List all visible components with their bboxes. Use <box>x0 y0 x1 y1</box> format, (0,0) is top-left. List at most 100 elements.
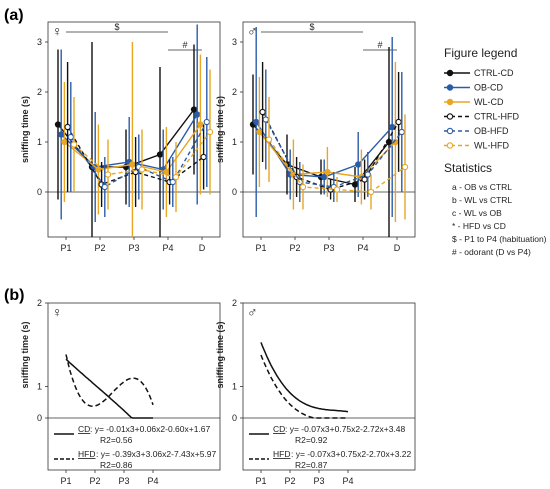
significance-symbol: # <box>182 40 187 50</box>
data-point-ctrl-hfd <box>200 153 207 161</box>
data-point-ctrl-hfd <box>64 123 71 131</box>
legend-marker-ob-hfd <box>446 127 454 135</box>
x-tick-label: D <box>199 243 206 253</box>
y-tick-label: 0 <box>232 187 237 197</box>
data-point-wl-cd <box>163 168 170 176</box>
statistics-legend: Statistics a - OB vs CTRL b - WL vs CTRL c… <box>444 161 547 257</box>
y-tick-label: 2 <box>37 298 42 308</box>
panel-label-a: (a) <box>4 7 24 24</box>
data-point-ob-hfd <box>398 128 405 136</box>
data-point-ctrl-cd <box>156 151 164 158</box>
statistics-item: $ - P1 to P4 (habituation) <box>452 234 547 244</box>
data-point-wl-cd <box>95 166 102 173</box>
data-point-ob-hfd <box>203 118 210 126</box>
legend-label-ctrl-hfd: CTRL-HFD <box>474 112 519 122</box>
equation-formula: : y= -0.07x3+0.75x2-2.72x+3.48 <box>285 424 406 434</box>
x-tick-label: D <box>394 243 401 253</box>
legend-label-ob-cd: OB-CD <box>474 83 504 93</box>
y-tick-label: 1 <box>37 382 42 392</box>
data-point-wl-cd <box>324 168 331 176</box>
data-point-ctrl-cd <box>190 106 198 113</box>
y-tick-label: 3 <box>37 37 42 47</box>
equation-r2: R2=0.56 <box>100 435 133 445</box>
x-tick-label: P1 <box>255 243 266 253</box>
data-point-wl-hfd <box>206 128 214 136</box>
plot-frame <box>47 302 221 471</box>
y-tick-label: 2 <box>232 87 237 97</box>
sex-symbol: ♀ <box>52 304 63 320</box>
equation-label: CD <box>78 424 90 434</box>
legend-label-wl-hfd: WL-HFD <box>474 141 509 151</box>
x-tick-label: P1 <box>60 243 71 253</box>
y-tick-label: 0 <box>37 413 42 423</box>
statistics-item: b - WL vs CTRL <box>452 195 512 205</box>
figure-legend: Figure legend CTRL-CD OB-CD WL-CD CTRL-HFD O… <box>444 46 519 151</box>
data-point-wl-hfd <box>401 163 409 171</box>
equation-r2: R2=0.92 <box>295 435 328 445</box>
statistics-item: a - OB vs CTRL <box>452 182 512 192</box>
x-tick-label: P3 <box>313 476 324 486</box>
legend-marker-ctrl-hfd <box>446 113 454 120</box>
data-point-wl-hfd <box>265 136 273 143</box>
data-point-ctrl-hfd <box>395 118 402 126</box>
legend-label-ob-hfd: OB-HFD <box>474 126 509 136</box>
data-point-wl-hfd <box>70 141 78 148</box>
x-tick-label: P2 <box>94 243 105 253</box>
x-tick-label: P3 <box>128 243 139 253</box>
data-point-ctrl-hfd <box>361 176 368 183</box>
x-tick-label: P4 <box>162 243 173 253</box>
series-line-ctrl-hfd <box>66 126 205 186</box>
legend-label-ctrl-cd: CTRL-CD <box>474 68 514 78</box>
x-tick-label: P4 <box>147 476 158 486</box>
y-tick-label: 0 <box>37 187 42 197</box>
data-point-ob-cd <box>194 111 201 118</box>
data-point-ob-hfd <box>169 178 176 186</box>
legend-marker-wl-hfd <box>446 142 454 149</box>
legend-title: Figure legend <box>444 46 517 60</box>
fit-curve-cd <box>260 342 349 413</box>
data-point-wl-cd <box>61 138 68 146</box>
significance-symbol: $ <box>114 22 119 32</box>
x-tick-label: P1 <box>60 476 71 486</box>
fit-curve-cd <box>65 358 153 419</box>
data-point-ob-hfd <box>364 171 371 178</box>
data-point-ob-cd <box>355 161 362 168</box>
y-tick-label: 0 <box>232 413 237 423</box>
equation-label: HFD <box>273 449 290 459</box>
x-tick-label: P2 <box>284 476 295 486</box>
y-tick-label: 2 <box>232 298 237 308</box>
data-point-wl-cd <box>197 121 204 128</box>
x-tick-label: P4 <box>357 243 368 253</box>
data-point-wl-hfd <box>299 183 307 191</box>
plot-frame <box>242 302 416 471</box>
legend-marker-wl-cd <box>446 98 454 106</box>
y-axis-label: sniffing time (s) <box>215 321 225 388</box>
significance-symbol: $ <box>309 22 314 32</box>
data-point-ob-hfd <box>101 183 108 191</box>
significance-symbol: # <box>377 40 382 50</box>
panel-label-b: (b) <box>4 287 24 304</box>
data-point-ob-hfd <box>67 133 74 141</box>
data-point-wl-hfd <box>333 186 341 193</box>
y-axis-label: sniffing time (s) <box>215 96 225 163</box>
sex-symbol: ♀ <box>52 23 63 39</box>
data-point-ob-cd <box>253 118 260 126</box>
x-tick-label: P2 <box>289 243 300 253</box>
equation-r2: R2=0.87 <box>295 460 328 470</box>
data-point-ob-cd <box>321 173 328 181</box>
x-tick-label: P2 <box>89 476 100 486</box>
statistics-item: c - WL vs OB <box>452 208 502 218</box>
y-tick-label: 1 <box>232 137 237 147</box>
data-point-ob-hfd <box>262 116 269 123</box>
legend-label-wl-cd: WL-CD <box>474 97 504 107</box>
equation-label: CD <box>273 424 285 434</box>
data-point-ctrl-hfd <box>259 108 266 116</box>
x-tick-label: P4 <box>342 476 353 486</box>
fit-curve-hfd <box>260 354 348 419</box>
data-point-ctrl-cd <box>54 121 62 128</box>
data-point-wl-hfd <box>367 188 375 196</box>
data-point-wl-hfd <box>138 166 146 173</box>
